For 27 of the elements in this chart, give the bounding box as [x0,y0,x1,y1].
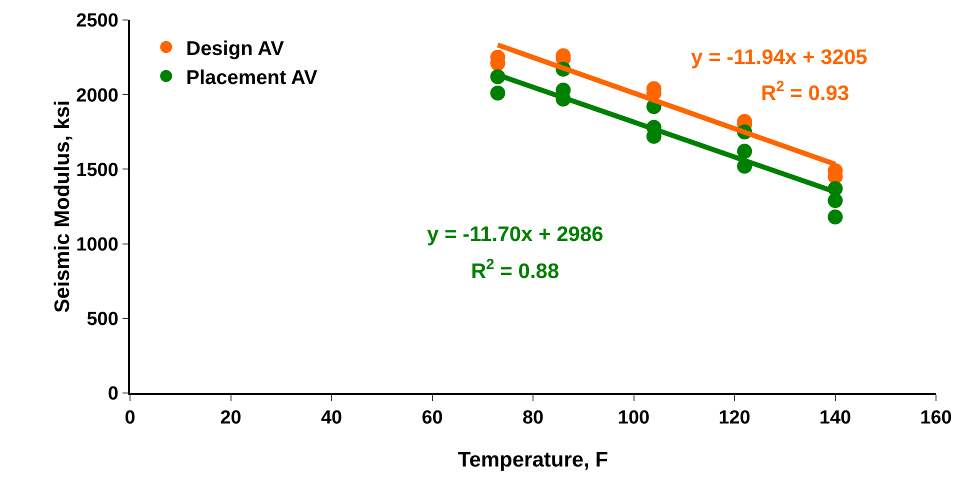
x-tick-label: 60 [422,408,443,429]
x-tick-label: 80 [522,408,544,429]
x-tick-label: 40 [320,408,342,429]
x-tick-label: 0 [124,408,136,429]
y-tick-label: 500 [86,309,118,330]
x-tick-label: 160 [920,408,952,429]
x-tick-label: 20 [220,408,242,429]
x-tick-label: 120 [718,408,750,429]
y-tick-label: 2500 [76,10,118,32]
point [828,209,843,224]
point [828,193,843,208]
y-tick-label: 1000 [76,234,118,256]
annotation: y = -11.94x + 3205 [691,46,868,69]
y-tick-label: 2000 [76,85,118,106]
annotation: R$^{2}$ = 0.93 [761,79,850,105]
point [490,86,506,101]
legend-label: Design AV [186,38,285,60]
x-tick-label: 140 [819,408,852,429]
annotation: R$^{2}$ = 0.88 [471,257,560,283]
x-tick-label: 100 [618,408,650,429]
y-axis-title: Seismic Modulus, ksi [51,100,74,313]
y-tick-label: 0 [108,384,118,405]
y-tick-label: 1500 [76,160,118,181]
x-axis-title: Temperature, F [458,448,608,472]
annotation: y = -11.70x + 2986 [427,223,604,246]
legend-label: Placement AV [186,66,318,89]
point [737,144,752,159]
